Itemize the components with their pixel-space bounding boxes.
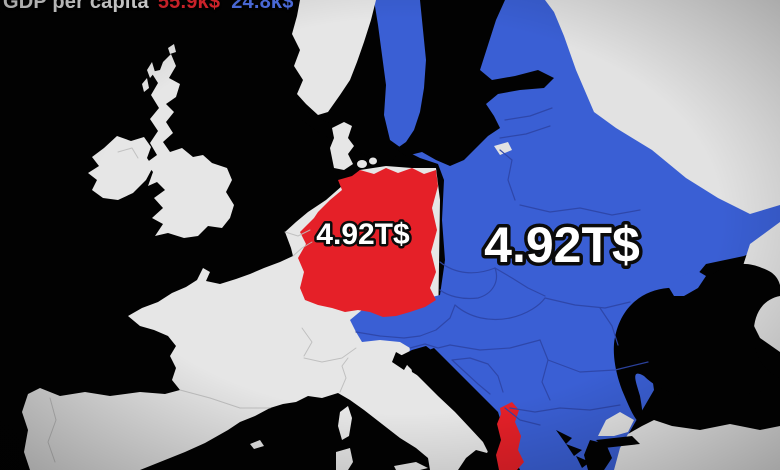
region-turkey (614, 420, 780, 470)
sea-venice-gulf (392, 352, 410, 370)
region-norway (292, 0, 376, 115)
overlay-group-value: 24.8k$ (231, 0, 294, 13)
region-germany (298, 168, 438, 317)
region-scottish-isles (142, 44, 176, 92)
region-albania (496, 402, 524, 470)
sea-baltic (396, 0, 554, 166)
region-crimea (668, 270, 706, 296)
overlay-title: GDP per capita (3, 0, 149, 13)
region-sicily (394, 462, 428, 470)
region-great-britain (146, 54, 234, 238)
country-borders-neutral (47, 147, 357, 463)
country-borders-eastern (355, 107, 649, 426)
eastern-bloc-gdp-label: 4.92T$ (484, 217, 640, 273)
gdp-per-capita-overlay: GDP per capita 55.9k$ 24.8k$ (3, 0, 294, 13)
sea-black-sea (613, 263, 780, 424)
region-ireland (88, 136, 153, 200)
sea-adriatic (400, 346, 514, 470)
region-russia (545, 0, 780, 214)
region-turkey-thrace (598, 412, 634, 436)
region-kaliningrad (494, 142, 512, 155)
region-denmark (330, 122, 377, 170)
region-balearics (250, 440, 264, 449)
overlay-germany-value: 55.9k$ (157, 0, 221, 13)
region-sardinia (336, 448, 353, 470)
sea-aegean (556, 430, 612, 470)
region-corsica (338, 406, 352, 440)
region-med-islands (250, 406, 428, 470)
germany-gdp-label: 4.92T$ (316, 218, 410, 251)
sea-marmara (596, 436, 640, 448)
